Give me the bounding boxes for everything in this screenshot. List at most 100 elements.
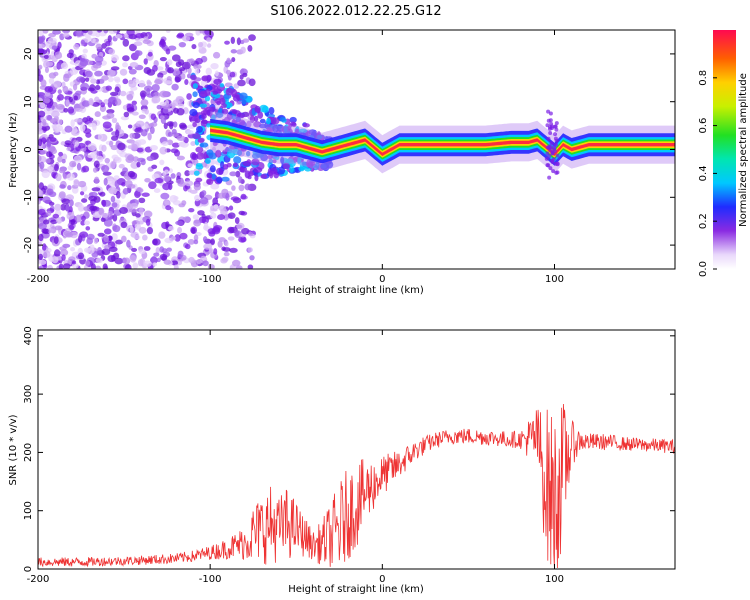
spectrogram-blob [138, 114, 146, 120]
spectrogram-blob [193, 183, 201, 191]
spectrogram-blob [80, 39, 86, 45]
spectrogram-blob [555, 153, 560, 158]
spectrogram-blob [198, 30, 206, 34]
spectrogram-blob [101, 248, 111, 256]
spectrogram-blob [192, 101, 200, 109]
spectrogram-blob [228, 205, 234, 211]
spectrogram-blob [146, 155, 155, 162]
spectrogram-blob [177, 226, 182, 234]
spectrogram-blob [42, 219, 50, 225]
spectrogram-blob [46, 151, 53, 158]
spectrogram-blob [70, 119, 75, 128]
spectrogram-blob [163, 175, 171, 183]
spectrogram-blob [549, 121, 554, 126]
spectrogram-blob [229, 171, 237, 177]
spectrogram-blob [159, 90, 169, 98]
spectrogram-blob [66, 146, 72, 152]
spectrogram-blob [212, 51, 221, 59]
spectrogram-blob [87, 143, 97, 152]
spectrogram-blob [199, 90, 208, 98]
spectrogram-blob [79, 231, 89, 238]
spectrogram-blob [42, 196, 51, 203]
spectrogram-plot-area [38, 30, 675, 269]
spectrogram-blob [554, 142, 559, 147]
spectrogram-blob [106, 112, 115, 119]
spectrogram-blob [84, 194, 89, 199]
spectrogram-blob [193, 64, 199, 70]
colorbar-ticks: 0.0 0.2 0.4 0.6 0.8 [698, 70, 717, 277]
spectrogram-blob [210, 160, 219, 165]
spectrogram-blob [45, 61, 54, 67]
spectrogram-blob [109, 91, 119, 96]
spectrogram-blob [79, 124, 86, 132]
spectrogram-blob [167, 131, 173, 137]
spectrogram-blob [553, 124, 558, 129]
spectrogram-blob [61, 158, 66, 164]
spectrogram-blob [191, 153, 199, 161]
spectrogram-blob [151, 95, 161, 104]
spectrogram-blob [207, 264, 215, 269]
colorbar-label: Normalized spectral amplitude [738, 73, 749, 227]
spectrogram-blob [225, 87, 234, 96]
spectrogram-blob [166, 59, 173, 66]
spectrogram-blob [258, 123, 268, 129]
spectrogram-blob [159, 115, 165, 120]
spectrogram-blob [238, 236, 247, 243]
spectrogram-blob [63, 231, 72, 236]
spectrogram-blob [136, 161, 141, 168]
spectrogram-blob [91, 187, 101, 192]
spectrogram-blob [122, 167, 128, 174]
spectrogram-blob [150, 113, 157, 121]
spectrogram-blob [114, 86, 120, 93]
spectrogram-blob [144, 108, 149, 115]
spectrogram-blob [89, 191, 98, 197]
spectrogram-blob [146, 87, 151, 96]
spectrogram-blob [232, 162, 239, 168]
spectrogram-blob [42, 118, 47, 126]
spectrogram-blob [247, 44, 253, 52]
spectrogram-blob [96, 151, 102, 156]
spectrogram-blob [107, 69, 116, 77]
spectrogram-blob [224, 40, 230, 45]
spectrogram-blob [301, 161, 307, 166]
spectrogram-blob [83, 220, 91, 226]
spectrogram-blob [209, 165, 216, 173]
spectrogram-blob [189, 189, 198, 194]
spectrogram-blob [208, 247, 214, 254]
spectrogram-blob [55, 217, 63, 224]
spectrogram-blob [154, 79, 163, 85]
spectrogram-blob [184, 78, 189, 85]
spectrogram-blob [171, 260, 179, 266]
spectrogram-blob [188, 256, 195, 264]
spectrogram-blob [195, 30, 200, 36]
spectrogram-blob [125, 264, 132, 269]
spectrogram-blob [241, 99, 247, 105]
spectrogram-x-axis-label: Height of straight line (km) [288, 285, 424, 296]
spectrogram-blob [211, 173, 217, 180]
spectrogram-blob [184, 32, 194, 37]
spectrogram-blob [58, 151, 64, 157]
spectrogram-blob [216, 167, 224, 176]
spectrogram-blob [38, 97, 44, 105]
spectrogram-blob [122, 188, 129, 195]
snr-panel: -200 -100 0 100 0 100 200 300 400 Height of str… [8, 326, 676, 595]
spectrogram-blob [236, 149, 243, 156]
spectrogram-blob [175, 220, 184, 226]
spectrogram-blob [164, 200, 170, 206]
spectrogram-blob [163, 80, 173, 85]
snr-x-tick-label: 100 [545, 574, 564, 585]
spectrogram-blob [171, 83, 179, 91]
spectrogram-blob [230, 49, 237, 54]
spectrogram-blob [189, 74, 197, 81]
spectrogram-blob [107, 211, 113, 217]
spectrogram-blob [62, 243, 71, 248]
spectrogram-blob [143, 58, 148, 65]
spectrogram-blob [210, 212, 217, 219]
spectrogram-blob [549, 145, 554, 150]
spectrogram-blob [156, 257, 161, 263]
spectrogram-blob [545, 123, 550, 128]
spectrogram-blob [76, 162, 82, 171]
spectrogram-blob [546, 118, 551, 123]
spectrogram-blob [229, 71, 236, 78]
